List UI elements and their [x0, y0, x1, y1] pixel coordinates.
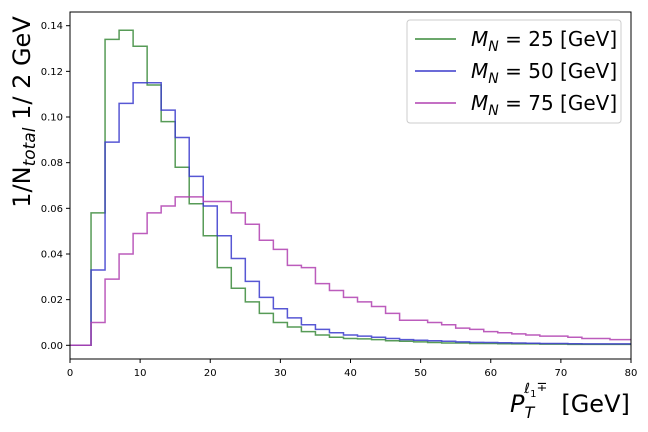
x-tick-label: 70 — [555, 368, 568, 379]
y-tick-label: 0.10 — [41, 113, 63, 124]
y-tick-label: 0.12 — [41, 67, 63, 78]
y-tick-label: 0.02 — [41, 295, 63, 306]
x-tick-label: 0 — [67, 368, 73, 379]
x-tick-label: 40 — [344, 368, 357, 379]
x-tick-label: 10 — [134, 368, 147, 379]
y-tick-label: 0.08 — [41, 158, 63, 169]
x-tick-label: 80 — [625, 368, 638, 379]
x-axis: 0 10 20 30 40 50 60 70 80 — [67, 359, 638, 379]
x-tick-label: 30 — [274, 368, 287, 379]
legend: MN = 25 [GeV] MN = 50 [GeV] MN = 75 [GeV] — [406, 19, 622, 124]
y-axis-label: 1/Ntotal 1/ 2 GeV — [8, 16, 40, 208]
y-tick-label: 0.00 — [41, 341, 63, 352]
series-line-3 — [70, 196, 631, 347]
legend-label-3: MN = 75 [GeV] — [471, 91, 617, 119]
legend-box — [406, 19, 622, 124]
series-line-2 — [70, 82, 631, 347]
legend-label-1: MN = 25 [GeV] — [471, 27, 617, 55]
x-axis-label: PTℓ1∓[GeV] — [510, 380, 630, 422]
x-tick-label: 50 — [414, 368, 427, 379]
y-axis: 0.00 0.02 0.04 0.06 0.08 0.10 0.12 0.14 — [41, 21, 70, 352]
x-tick-label: 60 — [484, 368, 497, 379]
y-tick-label: 0.04 — [41, 249, 63, 260]
series-layer — [70, 29, 631, 347]
legend-label-2: MN = 50 [GeV] — [471, 59, 617, 87]
x-tick-label: 20 — [204, 368, 217, 379]
y-tick-label: 0.14 — [41, 21, 63, 32]
y-tick-label: 0.06 — [41, 204, 63, 215]
